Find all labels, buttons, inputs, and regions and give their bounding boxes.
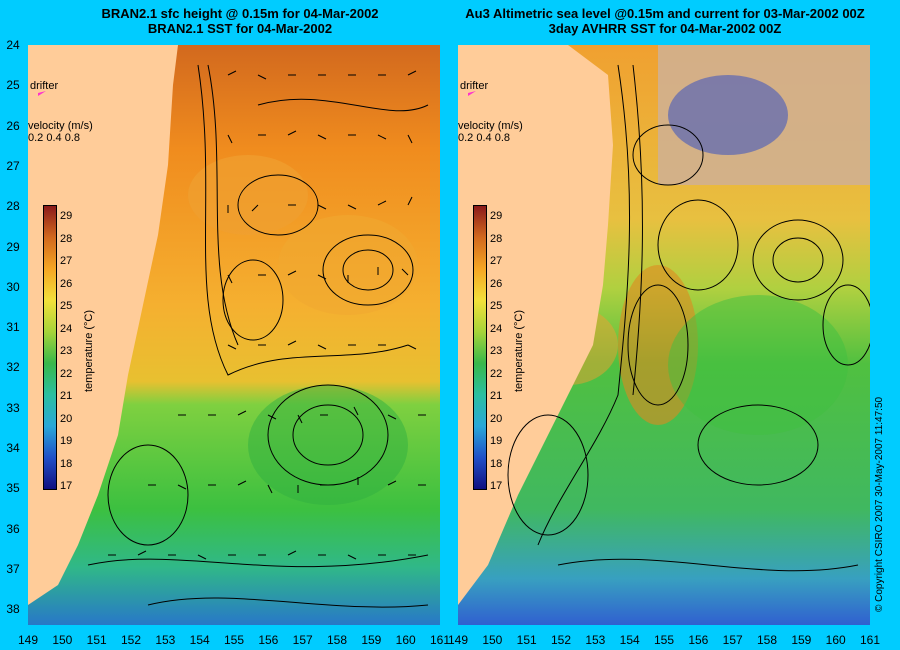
- velocity-arrows: [108, 70, 426, 560]
- colorbar-right: [473, 205, 487, 490]
- velocity-label: velocity (m/s): [28, 120, 93, 132]
- x-tick-label: 155: [653, 633, 675, 647]
- colorbar-tick: 19: [60, 435, 73, 447]
- right-title-line1: Au3 Altimetric sea level @0.15m and curr…: [465, 6, 865, 21]
- left-map-panel: [28, 45, 440, 625]
- left-title-line1: BRAN2.1 sfc height @ 0.15m for 04-Mar-20…: [101, 6, 379, 21]
- x-tick-label: 161: [429, 633, 451, 647]
- x-tick-label: 160: [825, 633, 846, 647]
- colorbar-tick: 27: [490, 255, 503, 267]
- colorbar-tick: 25: [490, 300, 503, 312]
- y-tick-label: 25: [6, 78, 20, 93]
- x-tick-label: 150: [52, 633, 73, 647]
- colorbar-tick: 25: [60, 300, 73, 312]
- colorbar-tick: 20: [490, 412, 503, 425]
- colorbar-right-ticks: 29 28 27 26 25 24 23 22 21 20 19 18 17: [490, 205, 502, 498]
- y-tick-label: 33: [6, 400, 20, 415]
- x-tick-label: 151: [516, 633, 537, 647]
- x-tick-label: 152: [550, 633, 572, 647]
- left-map: [28, 45, 440, 625]
- copyright: © Copyright CSIRO 2007 30-May-2007 11:47…: [874, 396, 885, 612]
- colorbar-tick: 23: [60, 345, 73, 357]
- colorbar-tick: 18: [60, 457, 73, 470]
- x-tick-label: 158: [326, 633, 348, 647]
- x-tick-label: 155: [223, 633, 245, 647]
- right-title-line2: 3day AVHRR SST for 04-Mar-2002 00Z: [548, 21, 782, 36]
- x-tick-label: 154: [189, 633, 210, 647]
- colorbar-tick: 24: [490, 322, 503, 335]
- x-tick-label: 149: [17, 633, 39, 647]
- x-tick-label: 150: [482, 633, 503, 647]
- y-tick-label: 26: [6, 118, 20, 133]
- colorbar-tick: 27: [60, 255, 73, 267]
- land: [458, 45, 613, 605]
- colorbar-left-title: temperature (°C): [83, 309, 95, 392]
- colorbar-left-ticks: 29 28 27 26 25 24 23 22 21 20 19 18 17: [60, 205, 72, 498]
- y-tick-label: 36: [6, 521, 20, 536]
- velocity-scale: 0.2 0.4 0.8: [458, 132, 510, 144]
- drifter-marker: [468, 91, 476, 96]
- velocity-scale: 0.2 0.4 0.8: [28, 132, 80, 144]
- velocity-legend-right: velocity (m/s) 0.2 0.4 0.8: [458, 120, 523, 144]
- drifter-label-left: drifter: [30, 80, 59, 92]
- colorbar-tick: 28: [490, 232, 503, 245]
- x-tick-label: 157: [722, 633, 743, 647]
- x-tick-label: 154: [619, 633, 640, 647]
- colorbar-tick: 22: [490, 367, 503, 380]
- velocity-label: velocity (m/s): [458, 120, 523, 132]
- right-title: Au3 Altimetric sea level @0.15m and curr…: [430, 6, 900, 36]
- y-tick-label: 27: [6, 158, 20, 173]
- left-title-line2: BRAN2.1 SST for 04-Mar-2002: [147, 21, 333, 36]
- land: [28, 45, 178, 605]
- x-tick-label: 157: [292, 633, 313, 647]
- colorbar-right-title: temperature (°C): [513, 309, 525, 392]
- x-tick-label: 158: [756, 633, 778, 647]
- colorbar-tick: 23: [490, 345, 503, 357]
- drifter-label-right: drifter: [460, 80, 489, 92]
- x-tick-label: 149: [447, 633, 469, 647]
- colorbar-tick: 28: [60, 232, 73, 245]
- colorbar-tick: 24: [60, 322, 73, 335]
- x-tick-label: 160: [395, 633, 416, 647]
- y-tick-label: 28: [6, 199, 20, 214]
- x-tick-label: 156: [258, 633, 279, 647]
- colorbar-tick: 26: [490, 277, 503, 290]
- colorbar-tick: 21: [60, 390, 73, 402]
- colorbar-tick: 20: [60, 412, 73, 425]
- colorbar-tick: 19: [490, 435, 503, 447]
- velocity-legend-left: velocity (m/s) 0.2 0.4 0.8: [28, 120, 93, 144]
- x-tick-label: 152: [120, 633, 142, 647]
- y-tick-label: 35: [6, 481, 20, 496]
- left-title: BRAN2.1 sfc height @ 0.15m for 04-Mar-20…: [60, 6, 420, 36]
- y-tick-label: 38: [6, 602, 20, 617]
- colorbar-tick: 17: [490, 480, 503, 492]
- y-tick-label: 24: [6, 38, 20, 52]
- x-tick-label: 153: [155, 633, 176, 647]
- colorbar-tick: 22: [60, 367, 73, 380]
- sea-height-contours: [507, 64, 870, 572]
- x-tick-label: 153: [585, 633, 606, 647]
- y-tick-label: 29: [6, 239, 20, 254]
- drifter-marker: [38, 91, 46, 96]
- y-tick-label: 34: [6, 441, 20, 455]
- colorbar-tick: 26: [60, 277, 73, 290]
- x-tick-label: 156: [688, 633, 709, 647]
- right-map: [458, 45, 870, 625]
- colorbar-tick: 17: [60, 480, 73, 492]
- y-tick-label: 30: [6, 279, 20, 294]
- y-tick-label: 37: [6, 561, 20, 576]
- colorbar-tick: 21: [490, 390, 503, 402]
- x-tick-label: 161: [859, 633, 881, 647]
- right-map-panel: [458, 45, 870, 625]
- colorbar-tick: 29: [490, 210, 503, 222]
- x-tick-label: 151: [86, 633, 107, 647]
- colorbar-left: [43, 205, 57, 490]
- x-tick-label: 159: [361, 633, 382, 647]
- colorbar-tick: 18: [490, 457, 503, 470]
- y-tick-label: 31: [6, 320, 20, 335]
- y-tick-label: 32: [6, 360, 20, 375]
- colorbar-tick: 29: [60, 210, 73, 222]
- x-tick-label: 159: [791, 633, 812, 647]
